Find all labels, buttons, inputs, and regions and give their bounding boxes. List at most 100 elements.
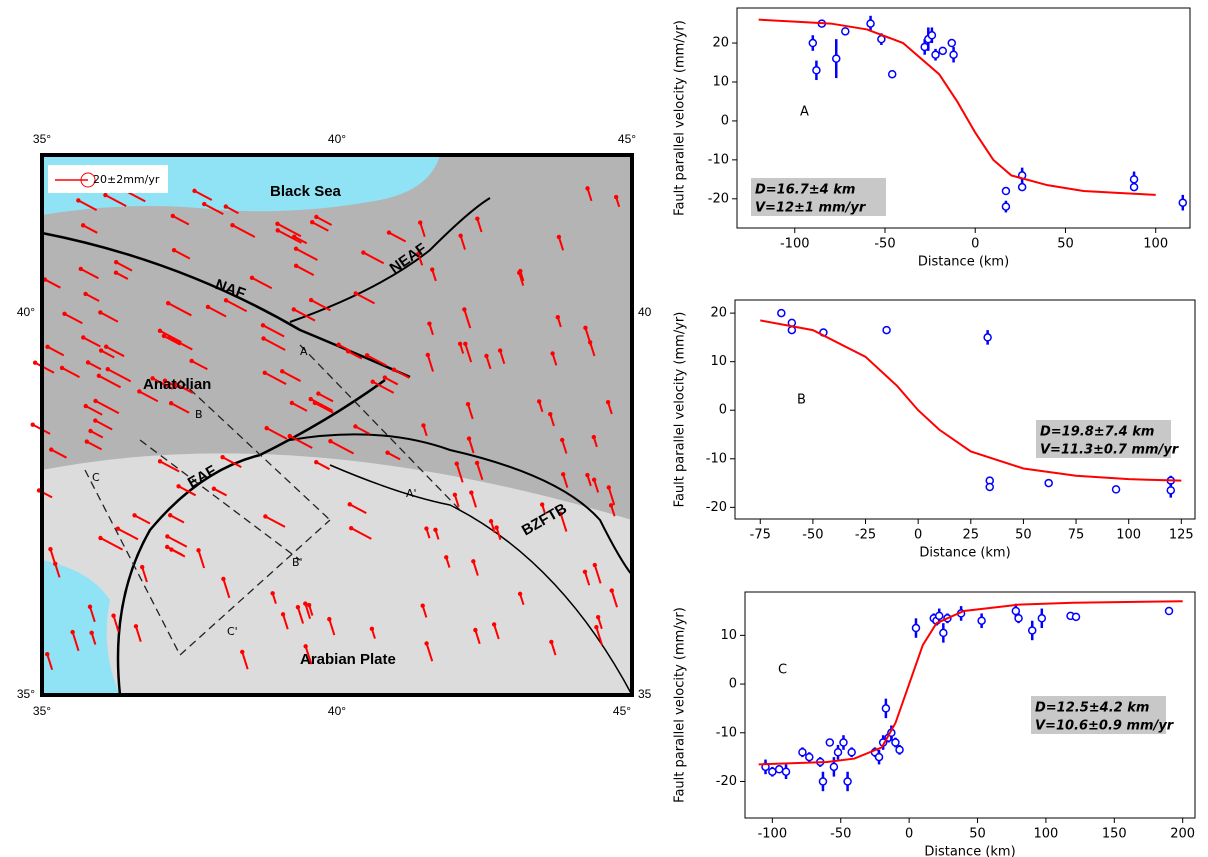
gps-arrow-head [613,194,619,200]
data-point [1166,486,1176,495]
data-point [1164,606,1174,616]
gps-arrow [310,299,331,312]
gps-arrow [317,392,334,403]
gps-arrow [468,438,475,454]
gps-arrow [232,224,256,238]
gps-arrow [152,377,174,390]
gps-arrow [264,515,286,528]
x-tick-label: 75 [1068,528,1085,543]
data-point [839,738,848,747]
gps-arrow [203,203,224,216]
plot-frame [736,7,1191,229]
gps-arrow-head [83,403,88,409]
x-tick-label: 25 [963,528,980,543]
gps-arrow-head [416,251,421,256]
gps-arrow-head [539,502,545,507]
gps-arrow [264,371,287,385]
gps-arrow-head [444,555,449,560]
profile-label: A' [406,487,417,500]
gps-arrow-head [424,641,429,646]
gps-arrow [295,264,315,277]
plain [42,453,632,695]
gps-arrow-head [30,422,35,427]
gps-arrow-head [293,263,299,269]
gps-arrow-head [583,325,588,331]
lat-tick: 35 [638,687,652,701]
gps-arrow-head [113,260,119,265]
annotation-box [751,178,886,216]
gps-arrow [426,354,434,372]
gps-arrow-head [336,342,341,347]
gps-arrow [338,343,352,353]
x-tick-label: 50 [969,827,986,842]
gps-arrow [607,487,616,506]
gps-arrow [222,456,242,468]
gps-arrow-head [137,389,142,394]
gps-arrow [225,299,248,313]
gps-arrow [194,189,213,201]
gps-arrow [584,571,591,586]
legend-ellipse [80,172,96,188]
gps-arrow [499,350,506,365]
gps-arrow-head [261,336,266,341]
gps-arrow [172,215,190,226]
lat-tick: 40 [638,305,652,319]
gps-arrow [159,460,180,473]
fit-curve [760,319,1182,482]
gps-arrow-head [347,502,352,507]
gps-arrow-head [93,398,98,404]
gps-arrow-head [262,370,267,375]
gps-arrow-head [516,270,522,276]
gps-arrow-head [391,367,397,372]
panel-label: C [778,663,787,678]
gps-arrow-head [473,627,478,633]
gps-arrow-head [111,613,116,618]
gps-arrow [134,514,151,525]
gps-arrow-head [457,341,463,346]
gps-arrow [82,224,98,234]
data-point [832,54,841,63]
gps-arrow-head [263,514,268,519]
gps-arrow-head [591,434,597,440]
gps-arrow [115,271,129,280]
gps-arrow [595,626,603,646]
gps-arrow [561,439,568,454]
legend-box [48,165,168,193]
gps-arrow [49,548,56,564]
gps-arrow [387,451,401,461]
gps-arrow-head [168,513,173,518]
fault-line [289,433,633,576]
gps-arrow-head [165,300,171,306]
data-point [985,482,994,492]
map-label: Anatolian [143,376,211,393]
gps-arrow-head [220,455,225,460]
data-point [818,777,828,786]
gps-arrow-head [164,544,170,550]
gps-arrow [170,402,190,414]
data-point [931,50,940,59]
gps-arrow-head [76,198,81,203]
gps-arrow [293,308,316,322]
gps-arrow-head [295,605,301,610]
gps-arrow-head [420,603,425,608]
gps-arrow [315,216,333,226]
y-axis-label: Fault parallel velocity (mm/yr) [673,312,688,508]
gps-arrow [44,278,61,289]
gps-arrow [85,293,100,302]
gps-arrow [349,503,367,514]
gps-arrow [425,643,434,662]
gps-arrow-head [484,353,489,359]
gps-arrow-head [98,535,103,541]
gps-arrow [593,564,602,584]
gps-arrow-head [559,437,565,443]
gps-arrow-head [293,246,299,251]
gps-arrow [293,235,308,245]
gps-arrow-head [471,559,476,564]
gps-arrow-head [287,433,292,439]
gps-arrow-head [167,335,172,340]
gps-arrow [388,231,407,243]
data-point [777,308,786,318]
gps-arrow-head [189,358,194,364]
gps-arrow-head [605,400,611,405]
gps-arrow [191,360,208,371]
